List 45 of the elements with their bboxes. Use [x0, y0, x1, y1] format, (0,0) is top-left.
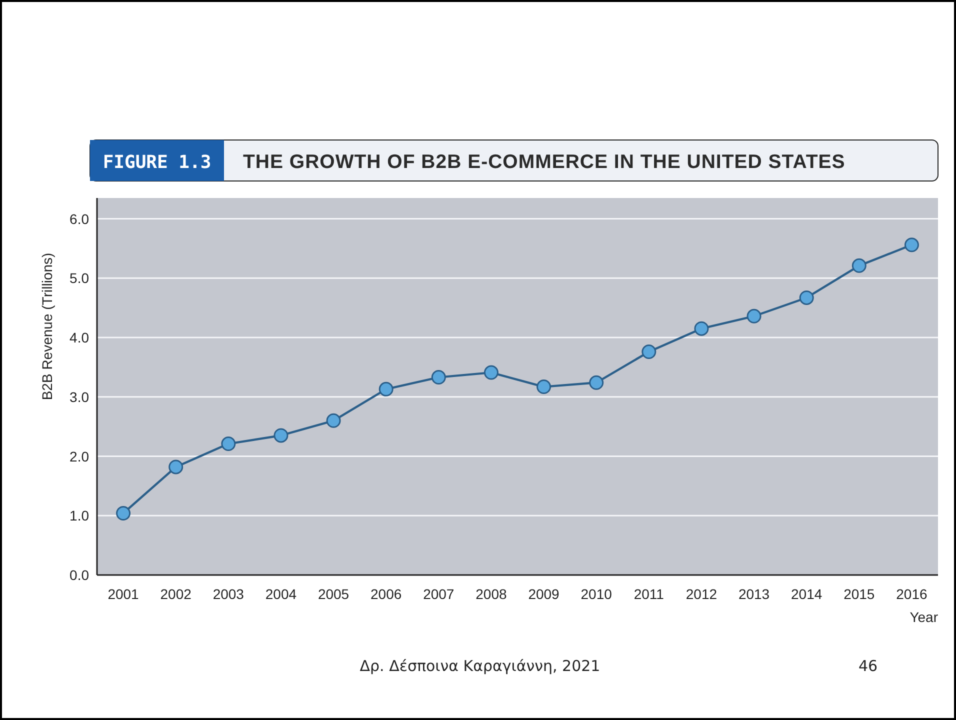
text: Δρ. Δέσποινα Καραγιάννη, 2021 — [360, 657, 600, 675]
x-axis-title: Year — [910, 609, 938, 625]
point — [799, 290, 814, 305]
point — [274, 428, 288, 443]
x-tick-label: 2002 — [160, 586, 192, 602]
point — [484, 365, 498, 380]
text: 46 — [858, 657, 878, 675]
point — [326, 413, 341, 428]
point — [168, 460, 184, 474]
y-tick-label: 1.0 — [70, 508, 90, 524]
x-tick-label: 2011 — [634, 586, 664, 602]
y-tick-label: 6.0 — [70, 210, 90, 227]
x-tick-label: 2016 — [896, 586, 928, 602]
point — [536, 380, 552, 394]
chart-title: THE GROWTH OF B2B E-COMMERCE IN THE UNITED STATES — [243, 151, 846, 173]
x-tick-label: 2008 — [476, 586, 507, 602]
x-tick-label: 2005 — [318, 586, 350, 602]
point — [116, 506, 131, 521]
x-tick-label: 2013 — [738, 586, 770, 602]
y-tick-label: 5.0 — [70, 270, 90, 286]
x-tick-label: 2012 — [686, 586, 718, 602]
point — [589, 375, 604, 390]
y-tick-label: 3.0 — [70, 388, 90, 405]
y-axis-title: B2B Revenue (Trillions) — [39, 252, 55, 400]
chart-subtitle: FIGURE 1.3 — [102, 152, 212, 173]
point — [378, 382, 394, 396]
x-tick-label: 2007 — [423, 586, 454, 602]
y-tick-label: 4.0 — [70, 330, 90, 346]
point — [221, 436, 236, 452]
x-tick-label: 2010 — [580, 586, 612, 602]
point — [694, 321, 709, 336]
point — [642, 344, 656, 360]
y-tick-label: 0.0 — [70, 567, 90, 583]
point — [904, 238, 919, 252]
x-tick-label: 2015 — [844, 586, 875, 602]
x-tick-label: 2001 — [108, 586, 140, 602]
x-tick-label: 2004 — [265, 586, 297, 602]
point — [746, 308, 762, 324]
x-tick-label: 2006 — [370, 586, 402, 602]
x-tick-label: 2009 — [528, 586, 560, 602]
y-tick-label: 2.0 — [70, 448, 90, 464]
x-tick-label: 2003 — [212, 586, 244, 602]
point — [852, 258, 866, 273]
x-tick-label: 2014 — [791, 586, 822, 602]
point — [431, 370, 446, 385]
